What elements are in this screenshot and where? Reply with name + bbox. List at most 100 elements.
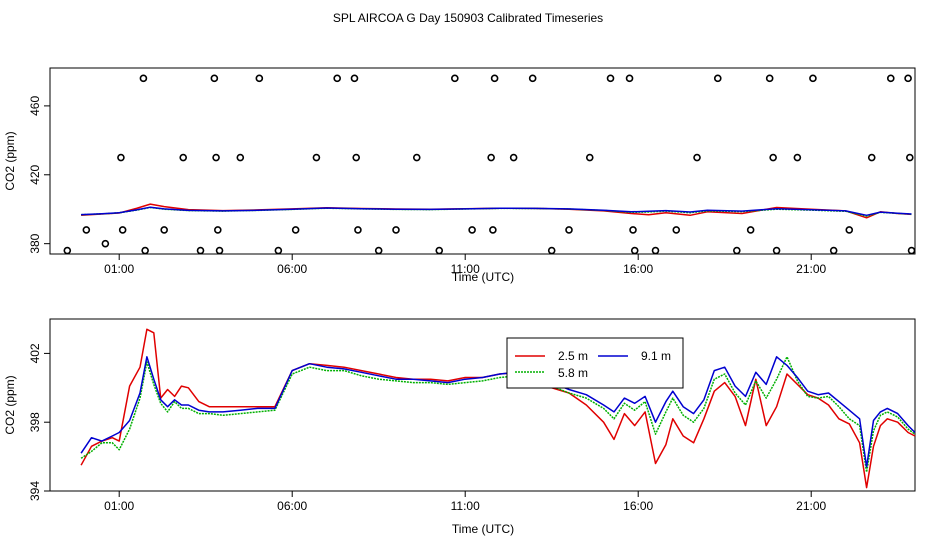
top-marker-point bbox=[772, 246, 781, 255]
legend-box bbox=[506, 337, 684, 389]
top-marker-point bbox=[907, 246, 916, 255]
top-marker-point bbox=[435, 246, 444, 255]
top-marker-point bbox=[236, 153, 245, 162]
top-marker-point bbox=[625, 74, 634, 83]
top-marker-point bbox=[118, 226, 127, 234]
top-marker-point bbox=[547, 246, 556, 255]
top-marker-point bbox=[509, 153, 518, 162]
bottom-panel: 01:00 06:00 11:00 16:00 21:00 394 398 402 Time… bbox=[3, 318, 916, 536]
legend-label-9-1m: 9.1 m bbox=[641, 349, 671, 363]
top-marker-point bbox=[210, 74, 219, 83]
bottom-y-tick-label: 402 bbox=[28, 343, 42, 363]
top-marker-point bbox=[829, 246, 838, 255]
top-x-tick-label: 21:00 bbox=[796, 262, 826, 276]
top-marker-point bbox=[350, 74, 359, 83]
top-marker-point bbox=[117, 153, 125, 162]
top-marker-point bbox=[904, 74, 912, 83]
top-marker-point bbox=[606, 74, 615, 83]
top-marker-point bbox=[651, 246, 660, 255]
top-marker-point bbox=[141, 246, 149, 255]
top-marker-point bbox=[160, 226, 168, 234]
figure-title: SPL AIRCOA G Day 150903 Calibrated Times… bbox=[333, 11, 603, 25]
top-marker-point bbox=[291, 226, 300, 234]
top-marker-point bbox=[746, 226, 755, 234]
top-marker-point bbox=[215, 246, 224, 255]
top-marker-point bbox=[412, 153, 421, 162]
top-marker-point bbox=[906, 153, 914, 162]
top-marker-point bbox=[886, 74, 895, 83]
top-marker-point bbox=[468, 226, 476, 234]
top-series-line-9-1-m bbox=[81, 206, 912, 217]
top-marker-point bbox=[793, 153, 802, 162]
top-marker-point bbox=[867, 153, 876, 162]
top-marker-point bbox=[312, 153, 321, 162]
top-marker-point bbox=[809, 74, 817, 83]
top-marker-point bbox=[274, 246, 283, 255]
top-marker-point bbox=[845, 226, 854, 234]
top-marker-point bbox=[733, 246, 741, 255]
top-marker-point bbox=[489, 226, 497, 234]
top-marker-point bbox=[693, 153, 701, 162]
top-marker-point bbox=[672, 226, 681, 234]
top-marker-point bbox=[333, 74, 341, 83]
top-x-tick-label: 01:00 bbox=[104, 262, 134, 276]
bottom-series-line-9-1-m bbox=[80, 356, 916, 468]
bottom-y-axis-label: CO2 (ppm) bbox=[3, 375, 17, 434]
bottom-x-tick-label: 21:00 bbox=[796, 499, 826, 513]
bottom-y-tick-label: 398 bbox=[28, 412, 42, 432]
top-marker-point bbox=[629, 226, 637, 234]
bottom-y-axis: 394 398 402 bbox=[28, 343, 50, 501]
top-y-tick-label: 380 bbox=[28, 233, 42, 253]
top-x-tick-label: 16:00 bbox=[623, 262, 653, 276]
top-marker-point bbox=[255, 74, 264, 83]
top-marker-point bbox=[354, 226, 362, 234]
top-marker-point bbox=[765, 74, 774, 83]
top-y-tick-label: 460 bbox=[28, 96, 42, 116]
legend-label-5-8m: 5.8 m bbox=[558, 366, 588, 380]
top-y-tick-label: 420 bbox=[28, 164, 42, 184]
top-marker-point bbox=[451, 74, 459, 83]
top-marker-point bbox=[528, 74, 537, 83]
top-x-tick-label: 11:00 bbox=[451, 262, 480, 276]
top-marker-point bbox=[630, 246, 639, 255]
bottom-x-tick-label: 01:00 bbox=[104, 499, 134, 513]
top-marker-point bbox=[392, 226, 400, 234]
legend-label-2-5m: 2.5 m bbox=[558, 349, 588, 363]
top-marker-point bbox=[565, 226, 573, 234]
bottom-y-tick-label: 394 bbox=[28, 481, 42, 501]
top-marker-point bbox=[82, 226, 91, 234]
top-marker-point bbox=[374, 246, 383, 255]
bottom-plot-frame bbox=[49, 318, 916, 492]
top-markers bbox=[63, 74, 916, 255]
bottom-x-tick-label: 16:00 bbox=[623, 499, 653, 513]
top-marker-point bbox=[196, 246, 205, 255]
top-x-axis-label: Time (UTC) bbox=[452, 270, 514, 284]
top-marker-point bbox=[139, 74, 148, 83]
bottom-x-axis-label: Time (UTC) bbox=[452, 522, 514, 536]
top-marker-point bbox=[214, 226, 222, 234]
top-marker-point bbox=[585, 153, 594, 162]
bottom-series-line-2-5-m bbox=[80, 328, 916, 489]
top-data-lines bbox=[81, 203, 912, 219]
top-y-axis: 380 420 460 bbox=[28, 96, 50, 254]
top-marker-point bbox=[490, 74, 499, 83]
top-marker-point bbox=[769, 153, 777, 162]
top-marker-point bbox=[713, 74, 722, 83]
legend: 2.5 m 5.8 m 9.1 m bbox=[506, 337, 684, 389]
top-marker-point bbox=[487, 153, 495, 162]
bottom-x-tick-label: 06:00 bbox=[277, 499, 307, 513]
top-marker-point bbox=[212, 153, 220, 162]
top-x-tick-label: 06:00 bbox=[277, 262, 307, 276]
top-y-axis-label: CO2 (ppm) bbox=[3, 131, 17, 190]
top-x-axis: 01:00 06:00 11:00 16:00 21:00 bbox=[104, 254, 827, 276]
top-plot-frame bbox=[49, 67, 916, 255]
top-panel: 01:00 06:00 11:00 16:00 21:00 380 420 460 Time… bbox=[3, 67, 916, 284]
top-marker-point bbox=[101, 239, 110, 248]
top-marker-point bbox=[63, 246, 72, 255]
top-marker-point bbox=[179, 153, 188, 162]
bottom-x-tick-label: 11:00 bbox=[451, 499, 480, 513]
bottom-data-lines bbox=[80, 328, 916, 489]
top-marker-point bbox=[352, 153, 361, 162]
bottom-x-axis: 01:00 06:00 11:00 16:00 21:00 bbox=[104, 491, 827, 513]
